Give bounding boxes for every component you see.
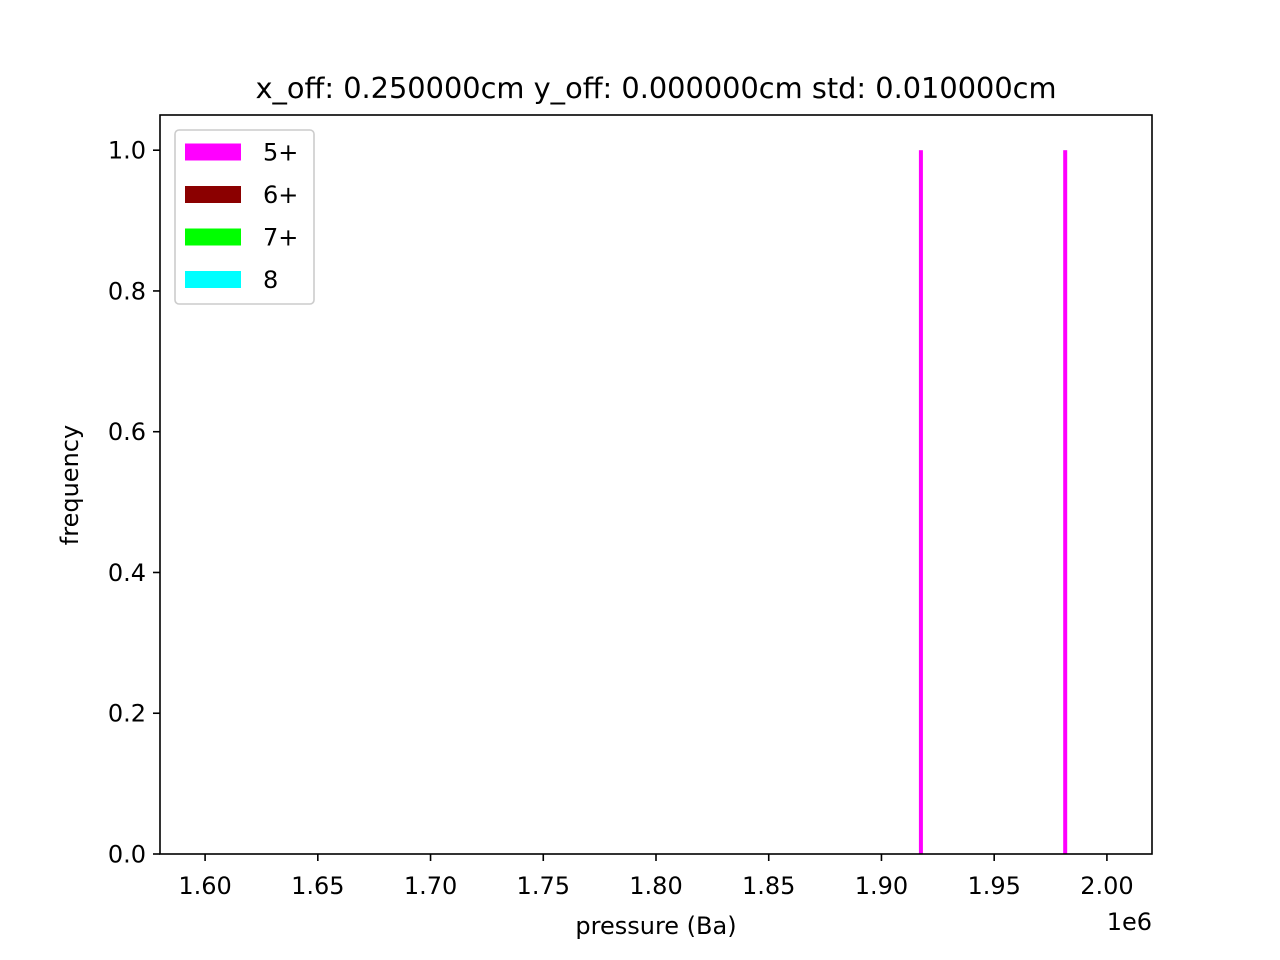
y-tick-label: 0.4: [108, 559, 146, 587]
legend-swatch: [185, 186, 241, 203]
legend-label: 8: [263, 266, 278, 294]
x-tick-label: 1.75: [517, 872, 570, 900]
x-axis-offset-text: 1e6: [1107, 908, 1152, 936]
x-tick-label: 1.95: [967, 872, 1020, 900]
x-tick-label: 1.85: [742, 872, 795, 900]
legend-swatch: [185, 228, 241, 246]
y-tick-label: 0.8: [108, 277, 146, 305]
histogram-bar: [918, 150, 923, 854]
x-axis-title: pressure (Ba): [575, 912, 736, 940]
histogram-bar: [1063, 150, 1068, 854]
x-axis-ticks: 1.60 1.65 1.70 1.75 1.80 1.85 1.90 1.95 2.00: [178, 854, 1134, 900]
y-tick-label: 0.6: [108, 418, 146, 446]
plot-frame: [159, 114, 1153, 855]
chart-title: x_off: 0.250000cm y_off: 0.000000cm std:…: [255, 71, 1056, 105]
y-tick-label: 0.0: [108, 841, 146, 869]
legend-entries: 5+ 6+ 7+ 8: [185, 139, 298, 294]
legend-label: 7+: [263, 224, 298, 252]
legend-box: [174, 129, 315, 305]
x-tick-label: 1.90: [855, 872, 908, 900]
x-tick-label: 1.80: [629, 872, 682, 900]
legend-swatch: [185, 143, 241, 161]
bars-layer: [918, 150, 1068, 854]
x-tick-label: 1.65: [291, 872, 344, 900]
legend-label: 5+: [263, 139, 298, 167]
x-tick-label: 1.60: [178, 872, 231, 900]
legend: 5+ 6+ 7+ 8: [174, 129, 315, 305]
legend-swatch: [185, 271, 241, 288]
x-tick-label: 1.70: [404, 872, 457, 900]
y-tick-label: 1.0: [108, 137, 146, 165]
y-axis-title: frequency: [56, 425, 84, 545]
x-tick-label: 2.00: [1080, 872, 1133, 900]
y-tick-label: 0.2: [108, 700, 146, 728]
y-axis-ticks: 0.0 0.2 0.4 0.6 0.8 1.0: [108, 137, 160, 869]
legend-label: 6+: [263, 181, 298, 209]
